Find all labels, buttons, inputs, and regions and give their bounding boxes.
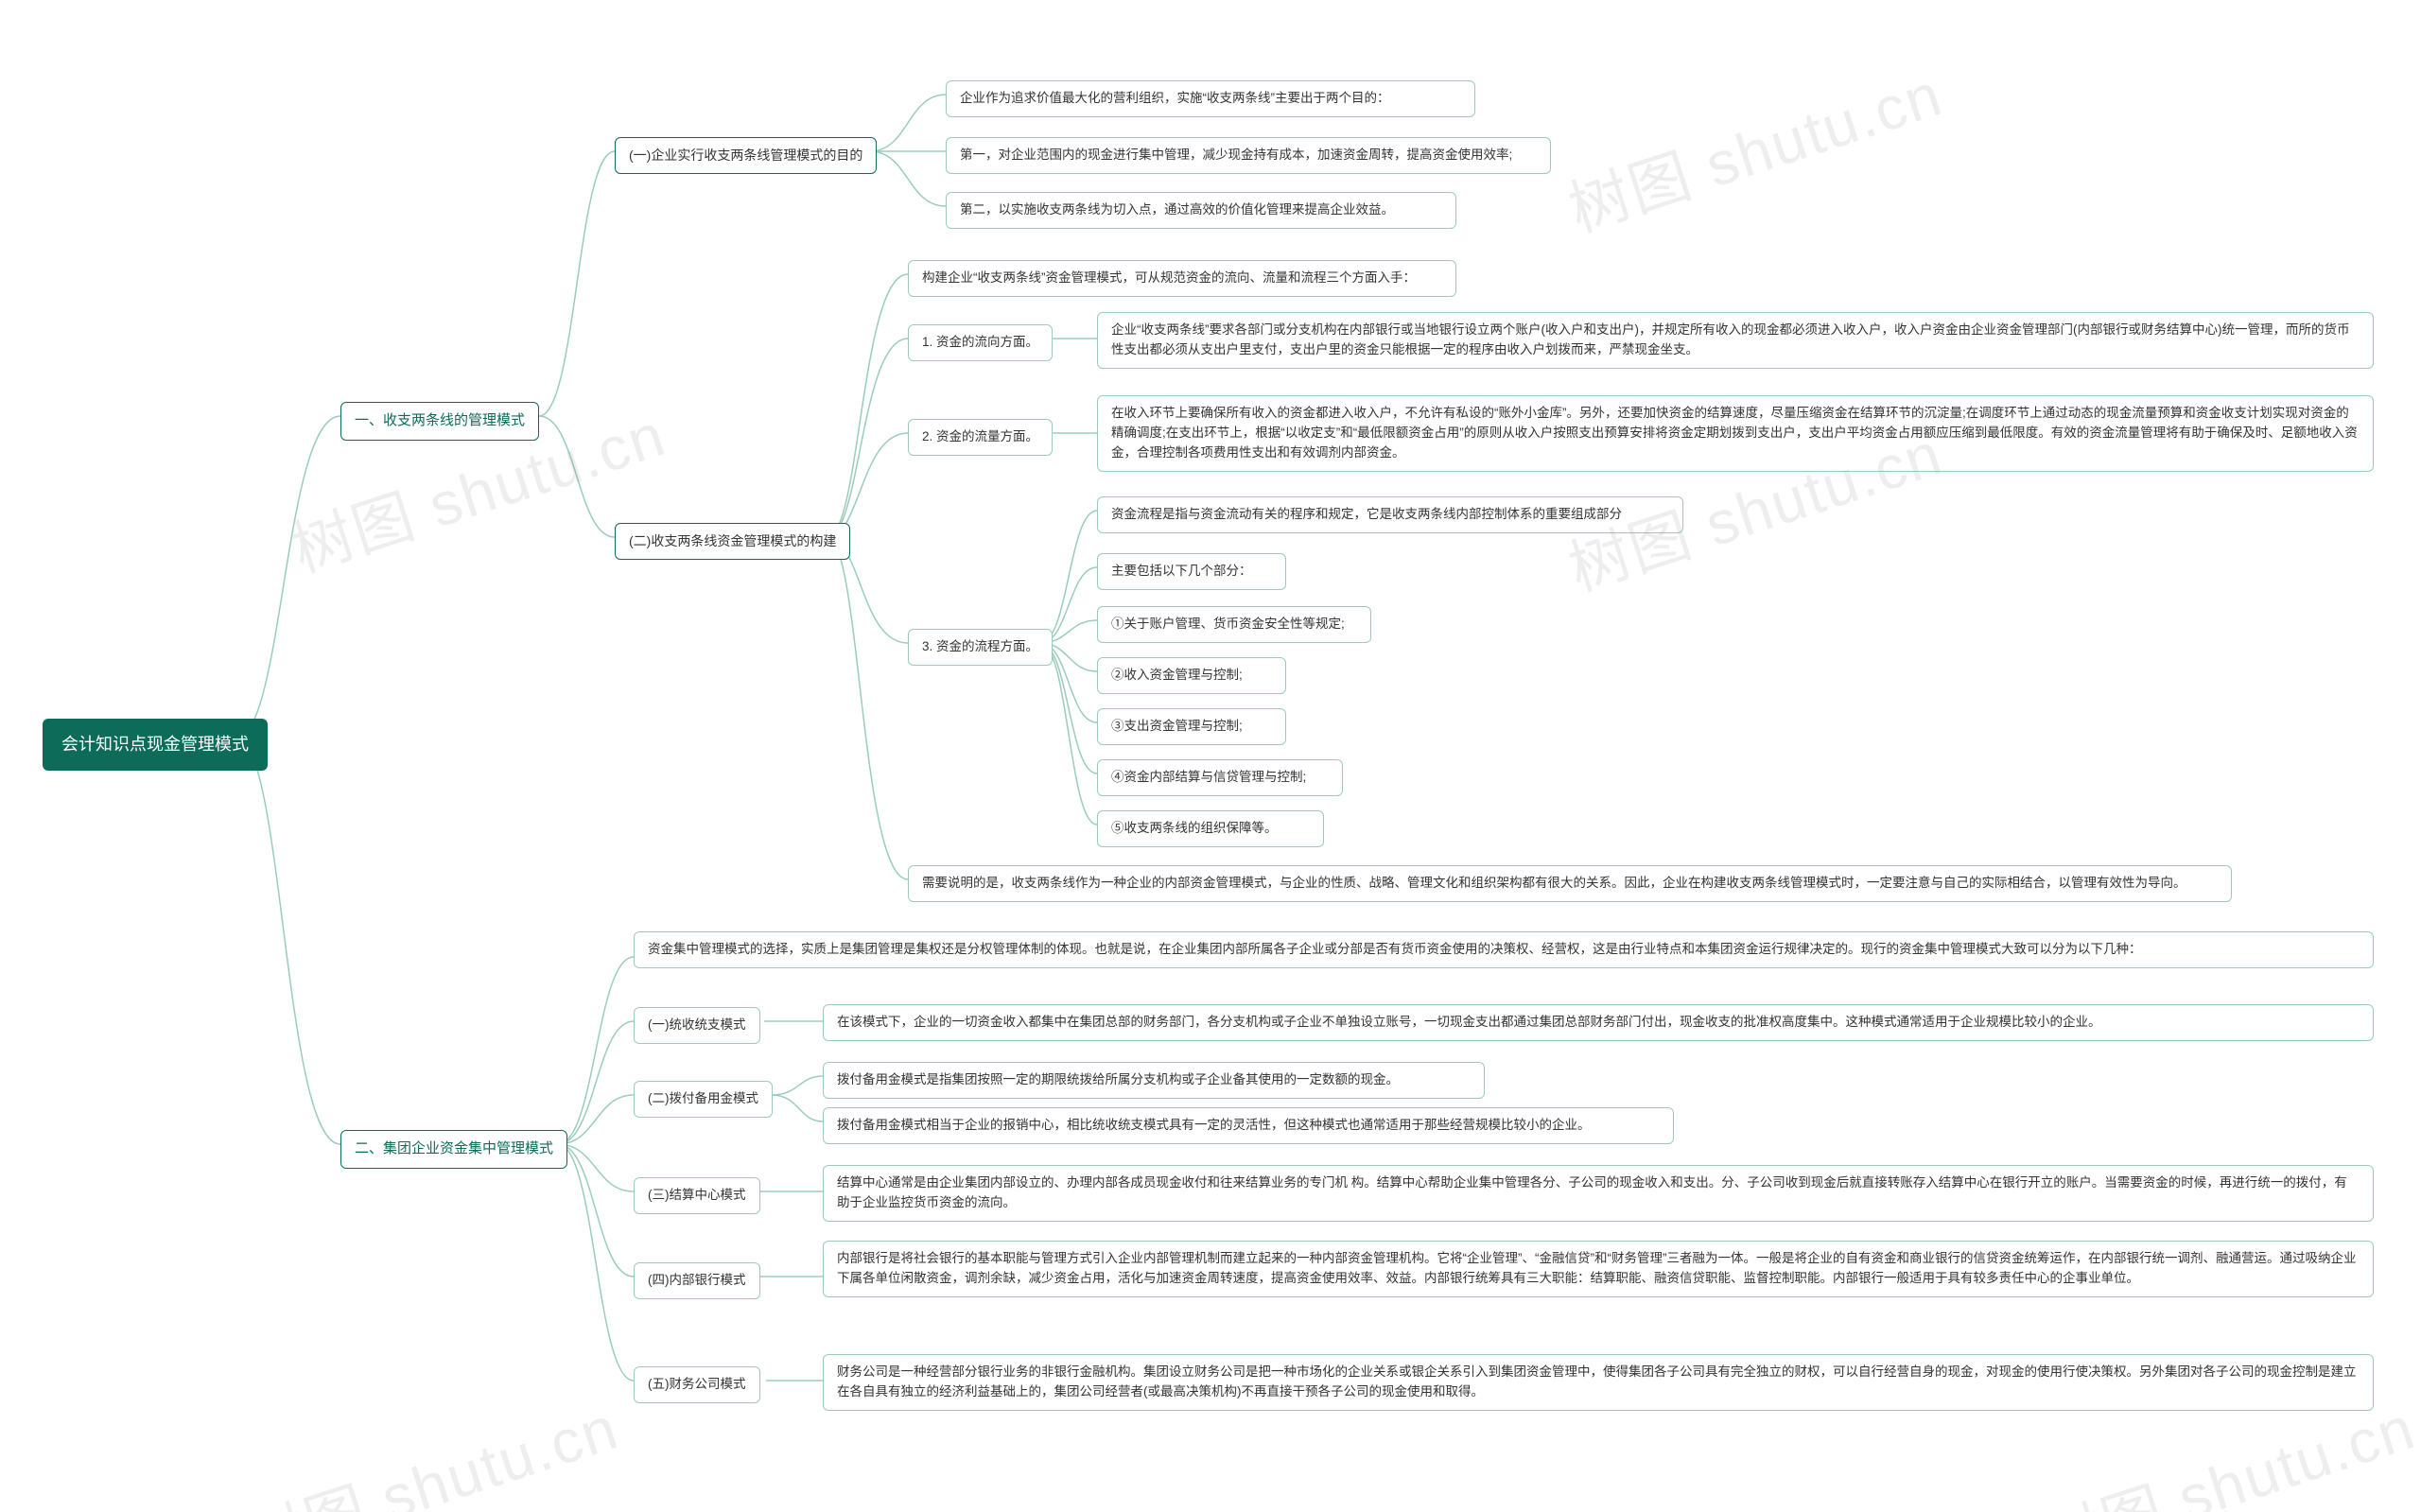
section1-subb-item3-part5: ④资金内部结算与信贷管理与控制; <box>1097 759 1343 796</box>
section2-mode2-label[interactable]: (二)拨付备用金模式 <box>634 1081 773 1118</box>
section2-mode3-label[interactable]: (三)结算中心模式 <box>634 1177 760 1214</box>
root-node[interactable]: 会计知识点现金管理模式 <box>43 719 268 771</box>
section2-mode5-label[interactable]: (五)财务公司模式 <box>634 1366 760 1403</box>
mindmap-canvas: 会计知识点现金管理模式 一、收支两条线的管理模式 (一)企业实行收支两条线管理模… <box>0 0 2421 1512</box>
root-label: 会计知识点现金管理模式 <box>61 735 249 754</box>
section1-subb-item3-label[interactable]: 3. 资金的流程方面。 <box>908 629 1053 666</box>
section1-label: 一、收支两条线的管理模式 <box>355 412 525 428</box>
section2-mode4-label[interactable]: (四)内部银行模式 <box>634 1262 760 1299</box>
section1-subb-item1-label[interactable]: 1. 资金的流向方面。 <box>908 324 1053 361</box>
section1-suba-leaf0: 企业作为追求价值最大化的营利组织，实施“收支两条线”主要出于两个目的： <box>946 80 1475 117</box>
section1-subb-node[interactable]: (二)收支两条线资金管理模式的构建 <box>615 523 850 560</box>
section2-mode5-text: 财务公司是一种经营部分银行业务的非银行金融机构。集团设立财务公司是把一种市场化的… <box>823 1354 2374 1411</box>
section2-mode1-text: 在该模式下，企业的一切资金收入都集中在集团总部的财务部门，各分支机构或子企业不单… <box>823 1004 2374 1041</box>
section1-suba-leaf2: 第二，以实施收支两条线为切入点，通过高效的价值化管理来提高企业效益。 <box>946 192 1456 229</box>
section2-mode3-text: 结算中心通常是由企业集团内部设立的、办理内部各成员现金收付和往来结算业务的专门机… <box>823 1165 2374 1222</box>
section2-intro: 资金集中管理模式的选择，实质上是集团管理是集权还是分权管理体制的体现。也就是说，… <box>634 931 2374 968</box>
section1-subb-item3-part4: ③支出资金管理与控制; <box>1097 708 1286 745</box>
section1-subb-intro: 构建企业“收支两条线”资金管理模式，可从规范资金的流向、流量和流程三个方面入手： <box>908 260 1456 297</box>
section1-node[interactable]: 一、收支两条线的管理模式 <box>340 402 539 441</box>
section1-suba-node[interactable]: (一)企业实行收支两条线管理模式的目的 <box>615 137 877 174</box>
section2-label: 二、集团企业资金集中管理模式 <box>355 1140 553 1156</box>
section1-subb-item2-text: 在收入环节上要确保所有收入的资金都进入收入户，不允许有私设的“账外小金库”。另外… <box>1097 395 2374 472</box>
section1-suba-label: (一)企业实行收支两条线管理模式的目的 <box>629 148 862 163</box>
section1-subb-item1-text: 企业“收支两条线”要求各部门或分支机构在内部银行或当地银行设立两个账户(收入户和… <box>1097 312 2374 369</box>
watermark: 树图 shutu.cn <box>233 1380 628 1512</box>
section1-subb-item3-part2: ①关于账户管理、货币资金安全性等规定; <box>1097 606 1371 643</box>
section1-subb-label: (二)收支两条线资金管理模式的构建 <box>629 533 836 548</box>
section1-subb-item3-part1: 主要包括以下几个部分： <box>1097 553 1286 590</box>
watermark: 树图 shutu.cn <box>1557 46 1952 249</box>
section2-mode1-label[interactable]: (一)统收统支模式 <box>634 1007 760 1044</box>
section1-subb-item3-part0: 资金流程是指与资金流动有关的程序和规定，它是收支两条线内部控制体系的重要组成部分 <box>1097 496 1683 533</box>
section1-subb-note: 需要说明的是，收支两条线作为一种企业的内部资金管理模式，与企业的性质、战略、管理… <box>908 865 2232 902</box>
section1-suba-leaf1: 第一，对企业范围内的现金进行集中管理，减少现金持有成本，加速资金周转，提高资金使… <box>946 137 1551 174</box>
section2-node[interactable]: 二、集团企业资金集中管理模式 <box>340 1130 567 1169</box>
section2-mode2-text1: 拨付备用金模式相当于企业的报销中心，相比统收统支模式具有一定的灵活性，但这种模式… <box>823 1107 1674 1144</box>
section2-mode4-text: 内部银行是将社会银行的基本职能与管理方式引入企业内部管理机制而建立起来的一种内部… <box>823 1241 2374 1297</box>
section2-mode2-text0: 拨付备用金模式是指集团按照一定的期限统拨给所属分支机构或子企业备其使用的一定数额… <box>823 1062 1485 1099</box>
section1-subb-item3-part3: ②收入资金管理与控制; <box>1097 657 1286 694</box>
section1-subb-item2-label[interactable]: 2. 资金的流量方面。 <box>908 419 1053 456</box>
section1-subb-item3-part6: ⑤收支两条线的组织保障等。 <box>1097 810 1324 847</box>
